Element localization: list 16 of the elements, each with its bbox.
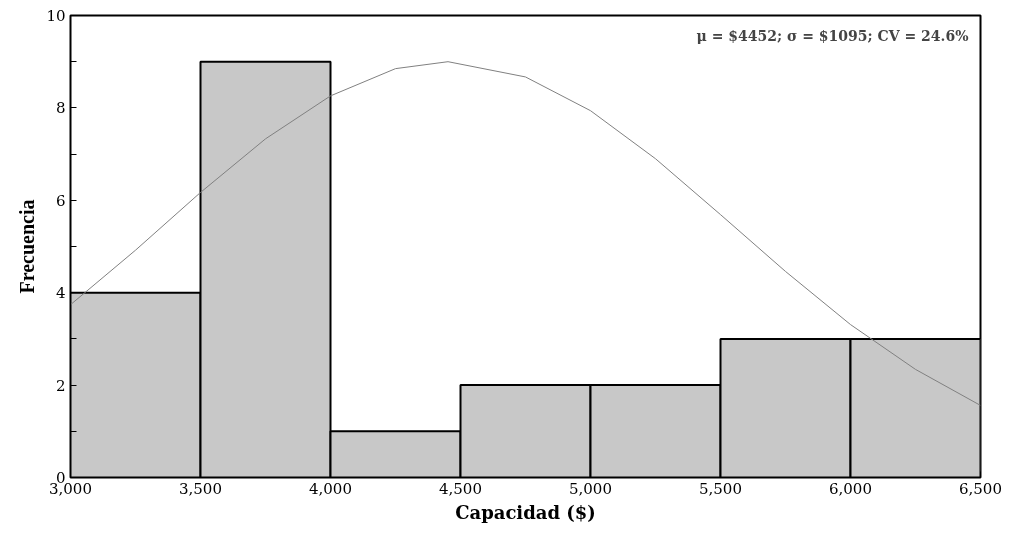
y-tick-label: 4 (55, 284, 66, 303)
y-tick-label: 6 (55, 191, 66, 210)
line-series (70, 61, 981, 406)
y-tick-label: 8 (55, 99, 66, 118)
x-tick-label: 3,500 (179, 479, 222, 498)
y-tick-label: 2 (55, 376, 66, 395)
x-axis-title: Capacidad ($) (455, 501, 596, 523)
x-tick-label: 6,500 (959, 479, 1002, 498)
x-tick-label: 5,500 (699, 479, 742, 498)
x-tick-label: 4,500 (439, 479, 482, 498)
x-tick-label: 6,000 (829, 479, 872, 498)
y-tick-label: 10 (46, 7, 66, 25)
annotation: μ = $4452; σ = $1095; CV = 24.6% (696, 27, 969, 44)
y-axis-title: Frecuencia (16, 199, 39, 294)
x-tick-label: 5,000 (569, 479, 612, 498)
x-tick-label: 4,000 (309, 479, 352, 498)
